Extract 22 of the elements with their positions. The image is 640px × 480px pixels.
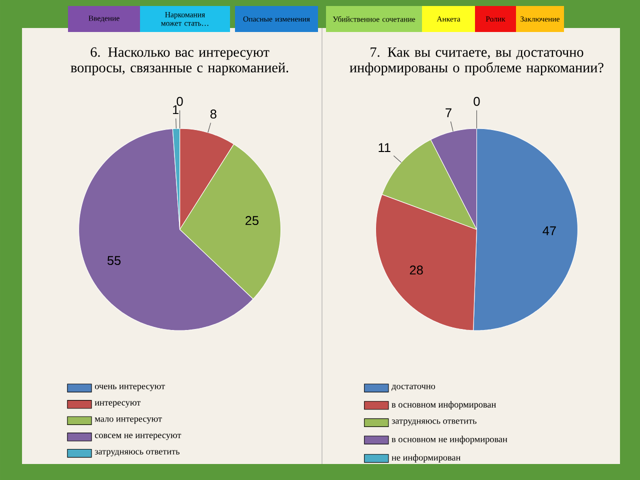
legend-label: мало интересуют	[94, 417, 162, 424]
legend-label: достаточно	[392, 384, 436, 391]
data-label: 47	[542, 226, 556, 236]
text: 0	[474, 96, 480, 106]
data-label: 28	[410, 266, 423, 275]
legend-label: в основном информирован	[392, 401, 496, 410]
legend-label: очень интересуют	[94, 384, 165, 392]
data-label: 8	[210, 109, 216, 118]
data-label: 1	[173, 105, 178, 114]
legend-label: интересуют	[94, 401, 141, 408]
data-label: 55	[107, 256, 121, 266]
legend-label: не информирован	[392, 454, 460, 462]
legend-label: совсем не интересуют	[94, 434, 182, 440]
data-label: 25	[246, 216, 258, 226]
text: 0	[176, 96, 183, 106]
chart-title: 7. Как вы считаете, вы достаточно информированы о проблеме наркомании?	[350, 47, 604, 76]
data-label: 11	[378, 143, 390, 152]
legend-label: затрудняюсь ответить	[392, 419, 476, 426]
legend-label: затрудняюсь ответить	[94, 450, 180, 456]
legend-label: в основном не информирован	[392, 436, 508, 444]
data-label: 7	[446, 108, 452, 118]
chart-title: 6. Насколько вас интересуют вопросы, связанные с наркоманией.	[70, 47, 288, 76]
